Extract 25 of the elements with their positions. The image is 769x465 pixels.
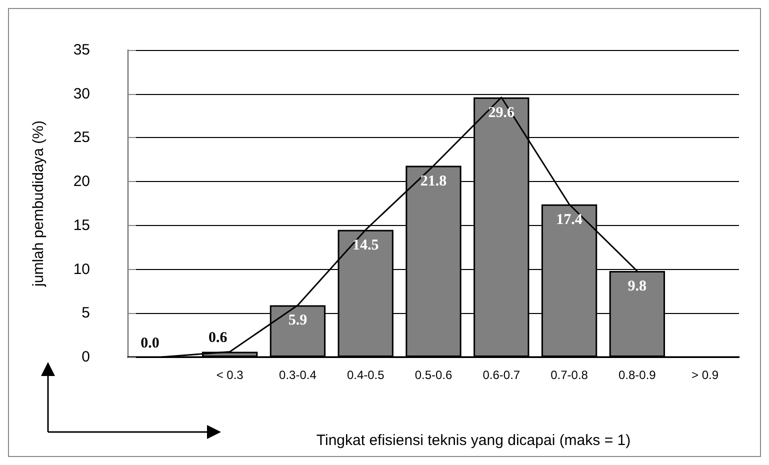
y-tick-label: 35 (73, 42, 90, 58)
data-label: 21.8 (420, 173, 447, 190)
y-tick-label: 20 (73, 173, 90, 190)
x-tick-label: 0.6-0.7 (482, 368, 520, 382)
y-tick-label: 15 (73, 216, 90, 234)
x-tick-label: 0.8-0.9 (618, 368, 656, 382)
x-tick-label: < 0.3 (216, 368, 244, 382)
y-tick-label: 0 (82, 348, 90, 366)
data-label: 0.6 (208, 330, 228, 346)
x-axis-title: Tingkat efisiensi teknis yang dicapai (maks = 1) (316, 432, 631, 449)
y-tick-label: 30 (73, 85, 90, 102)
x-tick-label: 0.5-0.6 (414, 368, 453, 382)
x-tick-label: 0.7-0.8 (550, 368, 588, 382)
x-tick-label: 0.3-0.4 (279, 368, 317, 382)
data-label: 17.4 (556, 212, 583, 228)
y-tick-label: 25 (73, 129, 90, 146)
data-label: 0.0 (140, 336, 160, 352)
data-label: 5.9 (288, 312, 308, 329)
data-label: 9.8 (628, 278, 647, 295)
x-tick-label: > 0.9 (692, 368, 719, 382)
y-axis-title: jumlah pembudidaya (%) (30, 120, 47, 288)
x-tick-label: 0.4-0.5 (346, 368, 385, 382)
y-tick-label: 5 (82, 304, 90, 322)
y-tick-label: 10 (73, 260, 90, 278)
data-label: 14.5 (352, 237, 379, 254)
